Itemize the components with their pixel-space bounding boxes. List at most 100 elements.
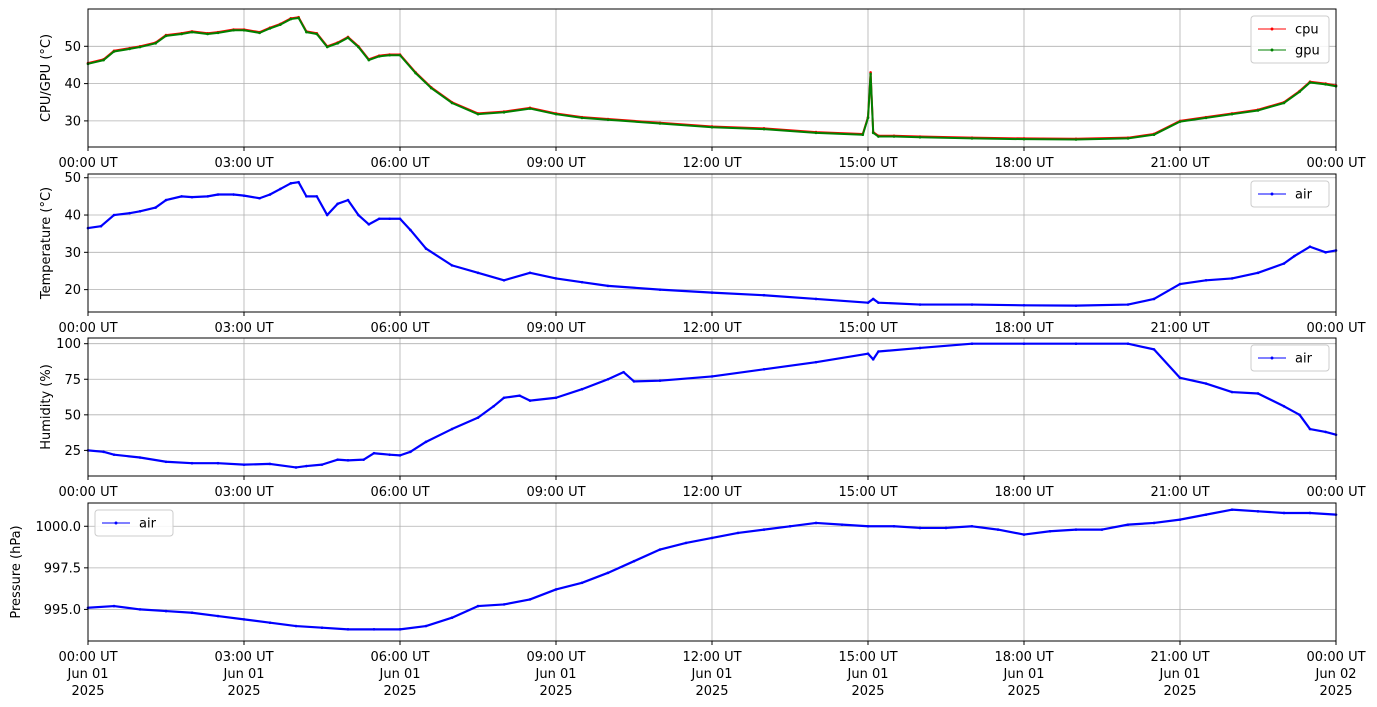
data-point-air: [268, 462, 272, 466]
data-point-air: [138, 209, 142, 213]
panel-1: 30 40 50 00:00 UT 03:00 UT 06:00 UT 09:00 UT 12…: [39, 8, 1366, 171]
data-point-air: [450, 427, 454, 431]
data-point-air: [606, 284, 610, 288]
data-point-gpu: [206, 32, 209, 36]
x-tick-label: 06:00 UT: [370, 321, 429, 336]
data-point-air: [190, 611, 194, 615]
legend: cpu gpu: [1250, 15, 1330, 64]
data-point-air: [180, 195, 183, 198]
data-point-air: [325, 213, 329, 217]
x-tick-label: 18:00 UT: [994, 650, 1053, 665]
data-point-air: [1074, 304, 1078, 307]
data-point-air: [1308, 245, 1312, 249]
data-point-air: [918, 526, 922, 530]
data-point-air: [336, 458, 339, 461]
legend-box: [1250, 15, 1330, 64]
data-point-air: [164, 460, 168, 464]
x-tick-label: 09:00 UT: [526, 650, 585, 665]
x-tick-date-label: Jun 01: [535, 667, 577, 682]
data-point-air: [362, 458, 365, 461]
x-tick-label: 21:00 UT: [1150, 485, 1209, 500]
x-tick-label: 21:00 UT: [1150, 156, 1209, 171]
data-point-air: [164, 198, 168, 202]
x-tick-year-label: 2025: [1007, 684, 1040, 699]
data-point-air: [242, 463, 246, 466]
x-tick-date-label: Jun 01: [379, 667, 421, 682]
data-point-air: [450, 264, 454, 267]
data-point-air: [1152, 521, 1156, 525]
x-tick-label: 15:00 UT: [838, 156, 897, 171]
data-point-air: [216, 461, 220, 465]
data-point-air: [1298, 413, 1301, 417]
y-tick-label: 30: [64, 246, 81, 261]
y-tick-label: 100: [56, 337, 81, 352]
data-point-gpu: [128, 47, 131, 51]
data-point-air: [476, 271, 480, 275]
legend-label-cpu: cpu: [1295, 23, 1319, 38]
x-tick-label: 09:00 UT: [526, 321, 585, 336]
x-tick-label: 12:00 UT: [682, 321, 741, 336]
legend: air: [94, 509, 174, 537]
data-point-air: [398, 217, 402, 221]
data-point-air: [320, 463, 324, 466]
data-point-gpu: [216, 31, 220, 35]
panel-4: 995.0 997.5 1000.0 00:00 UT Jun 01 2025 03:00 …: [9, 502, 1366, 699]
data-point-gpu: [279, 23, 282, 26]
data-point-air: [918, 303, 922, 306]
data-point-air: [970, 342, 974, 345]
data-point-air: [502, 396, 506, 400]
x-tick-date-label: Jun 01: [1003, 667, 1045, 682]
data-point-air: [268, 193, 272, 196]
data-point-air: [112, 213, 116, 217]
data-point-air: [871, 358, 875, 361]
legend-box: [1250, 180, 1330, 208]
data-point-air: [762, 528, 766, 531]
y-tick-label: 1000.0: [36, 520, 82, 535]
data-point-gpu: [450, 101, 454, 105]
x-tick-year-label: 2025: [383, 684, 416, 699]
data-point-air: [372, 451, 376, 455]
x-tick-label: 00:00 UT: [58, 485, 117, 500]
x-tick-label: 03:00 UT: [214, 485, 273, 500]
data-point-gpu: [892, 135, 896, 138]
data-point-air: [632, 559, 636, 563]
x-tick-label: 12:00 UT: [682, 485, 741, 500]
data-point-gpu: [398, 53, 402, 57]
x-tick-label: 00:00 UT: [58, 156, 117, 171]
data-point-air: [1178, 518, 1182, 521]
data-point-air: [1100, 528, 1104, 531]
x-tick-label: 21:00 UT: [1150, 321, 1209, 336]
data-point-gpu: [866, 116, 870, 120]
data-point-air: [346, 198, 350, 202]
data-point-air: [1256, 510, 1260, 513]
data-point-air: [398, 628, 402, 631]
legend-marker-cpu: [1270, 27, 1274, 31]
x-tick-label: 00:00 UT: [58, 321, 117, 336]
data-point-gpu: [814, 131, 818, 135]
data-point-gpu: [377, 55, 381, 58]
data-point-air: [99, 224, 103, 228]
series-air: [86, 508, 1338, 631]
legend-label-air: air: [1295, 188, 1313, 203]
data-point-air: [918, 346, 922, 350]
data-point-air: [762, 293, 766, 297]
data-point-gpu: [871, 131, 875, 135]
data-point-air: [1308, 427, 1312, 431]
y-tick-label: 20: [64, 283, 81, 298]
data-point-air: [346, 628, 350, 631]
data-point-air: [424, 624, 428, 628]
x-tick-year-label: 2025: [851, 684, 884, 699]
data-point-gpu: [102, 58, 105, 62]
legend: air: [1250, 344, 1330, 372]
legend-label-gpu: gpu: [1295, 44, 1320, 59]
x-tick-label: 06:00 UT: [370, 650, 429, 665]
data-point-air: [1074, 528, 1078, 531]
x-tick-label: 09:00 UT: [526, 156, 585, 171]
x-tick-label: 18:00 UT: [994, 321, 1053, 336]
data-point-gpu: [258, 31, 261, 35]
data-point-air: [814, 521, 818, 525]
data-point-gpu: [305, 30, 308, 34]
data-point-gpu: [289, 17, 293, 21]
data-point-air: [128, 211, 131, 215]
y-tick-label: 40: [64, 77, 81, 92]
